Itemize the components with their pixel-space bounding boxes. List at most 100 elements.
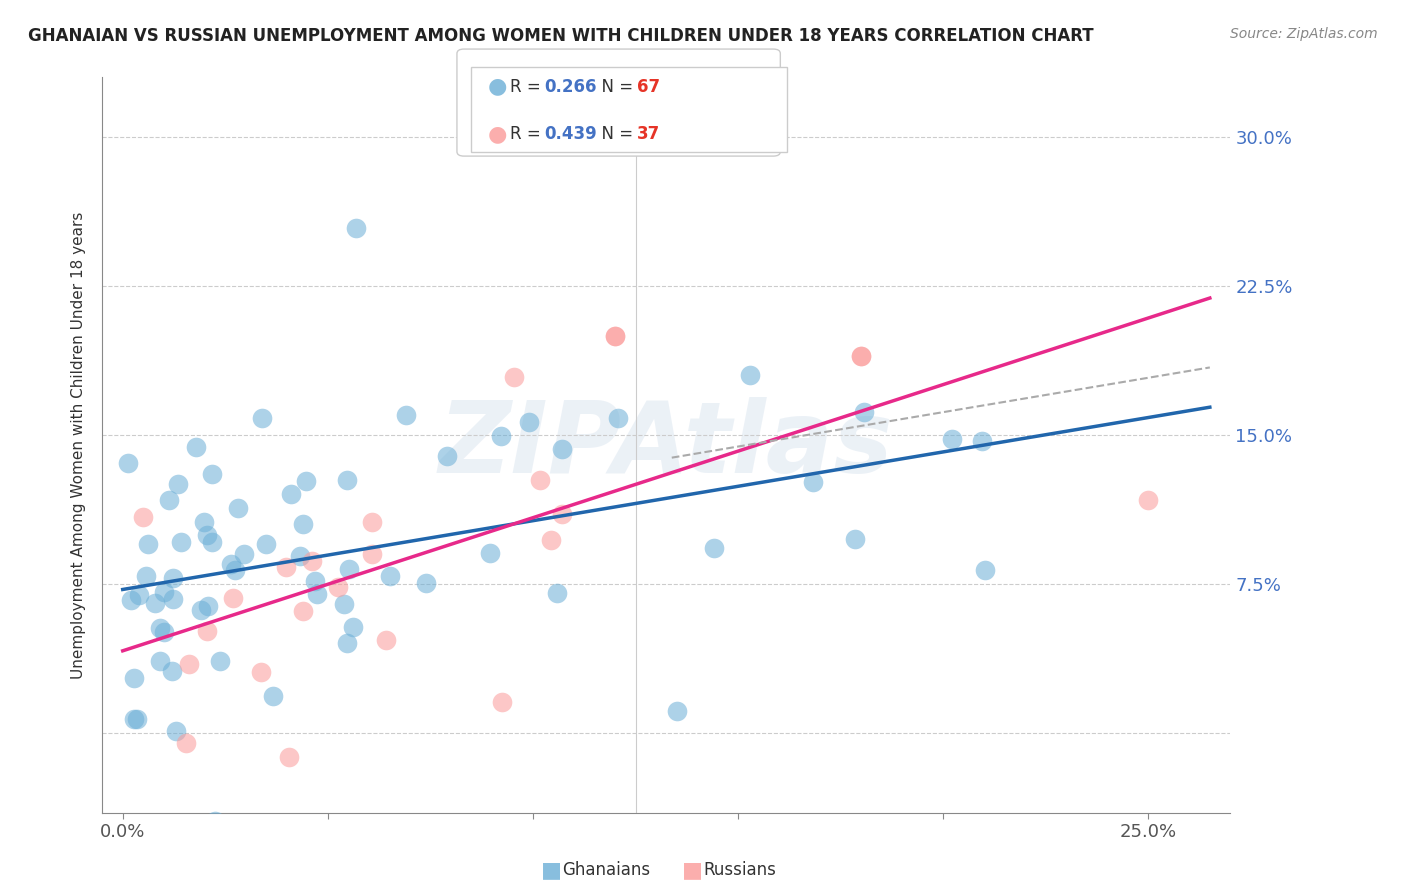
Ghanaians: [436, 449, 458, 463]
Ghanaians: [546, 586, 568, 600]
Russians: [195, 624, 218, 639]
Ghanaians: [801, 475, 824, 489]
Ghanaians: [143, 596, 166, 610]
Ghanaians: [122, 671, 145, 685]
Ghanaians: [606, 411, 628, 425]
Ghanaians: [204, 814, 226, 828]
Ghanaians: [201, 467, 224, 481]
Ghanaians: [378, 568, 401, 582]
Russians: [551, 507, 574, 521]
Russians: [360, 547, 382, 561]
Ghanaians: [307, 586, 329, 600]
Ghanaians: [280, 487, 302, 501]
Ghanaians: [135, 569, 157, 583]
Ghanaians: [190, 602, 212, 616]
Ghanaians: [703, 541, 725, 556]
Russians: [360, 515, 382, 529]
Text: 37: 37: [637, 125, 661, 143]
Ghanaians: [304, 574, 326, 588]
Russians: [374, 633, 396, 648]
Ghanaians: [666, 704, 689, 718]
Text: GHANAIAN VS RUSSIAN UNEMPLOYMENT AMONG WOMEN WITH CHILDREN UNDER 18 YEARS CORREL: GHANAIAN VS RUSSIAN UNEMPLOYMENT AMONG W…: [28, 27, 1094, 45]
Russians: [278, 750, 301, 764]
Ghanaians: [165, 724, 187, 739]
Ghanaians: [332, 597, 354, 611]
Russians: [849, 349, 872, 363]
Text: ZIPAtlas: ZIPAtlas: [439, 397, 894, 493]
Ghanaians: [226, 501, 249, 516]
Ghanaians: [974, 563, 997, 577]
Ghanaians: [128, 588, 150, 602]
Russians: [529, 473, 551, 487]
Text: R =: R =: [510, 125, 547, 143]
Text: ●: ●: [488, 124, 508, 144]
Russians: [274, 560, 297, 574]
Ghanaians: [262, 690, 284, 704]
Ghanaians: [337, 562, 360, 576]
Ghanaians: [292, 516, 315, 531]
Text: ●: ●: [488, 77, 508, 96]
Ghanaians: [193, 515, 215, 529]
Ghanaians: [170, 534, 193, 549]
Ghanaians: [197, 599, 219, 613]
Russians: [301, 554, 323, 568]
Text: N =: N =: [591, 78, 638, 95]
Ghanaians: [153, 624, 176, 639]
Russians: [1137, 493, 1160, 508]
Russians: [177, 657, 200, 671]
Russians: [249, 665, 271, 679]
Russians: [174, 736, 197, 750]
Russians: [603, 329, 626, 343]
Ghanaians: [342, 620, 364, 634]
Ghanaians: [197, 528, 219, 542]
Russians: [503, 370, 526, 384]
Ghanaians: [336, 636, 359, 650]
Ghanaians: [201, 535, 224, 549]
Ghanaians: [491, 429, 513, 443]
Ghanaians: [208, 654, 231, 668]
Russians: [222, 591, 245, 605]
Ghanaians: [127, 713, 149, 727]
Ghanaians: [844, 532, 866, 546]
Ghanaians: [852, 405, 875, 419]
Russians: [849, 349, 872, 363]
Ghanaians: [415, 576, 437, 591]
Text: 0.266: 0.266: [544, 78, 596, 95]
Text: Russians: Russians: [703, 861, 776, 879]
Russians: [491, 695, 513, 709]
Ghanaians: [149, 621, 172, 635]
Text: N =: N =: [591, 125, 638, 143]
Ghanaians: [519, 415, 541, 429]
Ghanaians: [157, 493, 180, 508]
Ghanaians: [166, 477, 188, 491]
Text: R =: R =: [510, 78, 547, 95]
Ghanaians: [290, 549, 312, 563]
Ghanaians: [344, 221, 367, 235]
Ghanaians: [124, 712, 146, 726]
Ghanaians: [162, 571, 184, 585]
Ghanaians: [162, 591, 184, 606]
Ghanaians: [232, 547, 254, 561]
Ghanaians: [149, 654, 172, 668]
Ghanaians: [254, 537, 277, 551]
Ghanaians: [160, 664, 183, 678]
Ghanaians: [336, 473, 359, 487]
Ghanaians: [117, 456, 139, 470]
Ghanaians: [295, 474, 318, 488]
Ghanaians: [186, 440, 208, 454]
Ghanaians: [395, 408, 418, 422]
Text: 67: 67: [637, 78, 659, 95]
Ghanaians: [136, 537, 159, 551]
Russians: [132, 509, 155, 524]
Ghanaians: [224, 563, 246, 577]
Y-axis label: Unemployment Among Women with Children Under 18 years: Unemployment Among Women with Children U…: [72, 211, 86, 679]
Ghanaians: [479, 546, 502, 560]
Russians: [292, 605, 315, 619]
Ghanaians: [551, 442, 574, 457]
Ghanaians: [972, 434, 994, 448]
Text: 0.439: 0.439: [544, 125, 598, 143]
Text: ■: ■: [682, 860, 703, 880]
Text: Source: ZipAtlas.com: Source: ZipAtlas.com: [1230, 27, 1378, 41]
Ghanaians: [740, 368, 762, 382]
Russians: [603, 329, 626, 343]
